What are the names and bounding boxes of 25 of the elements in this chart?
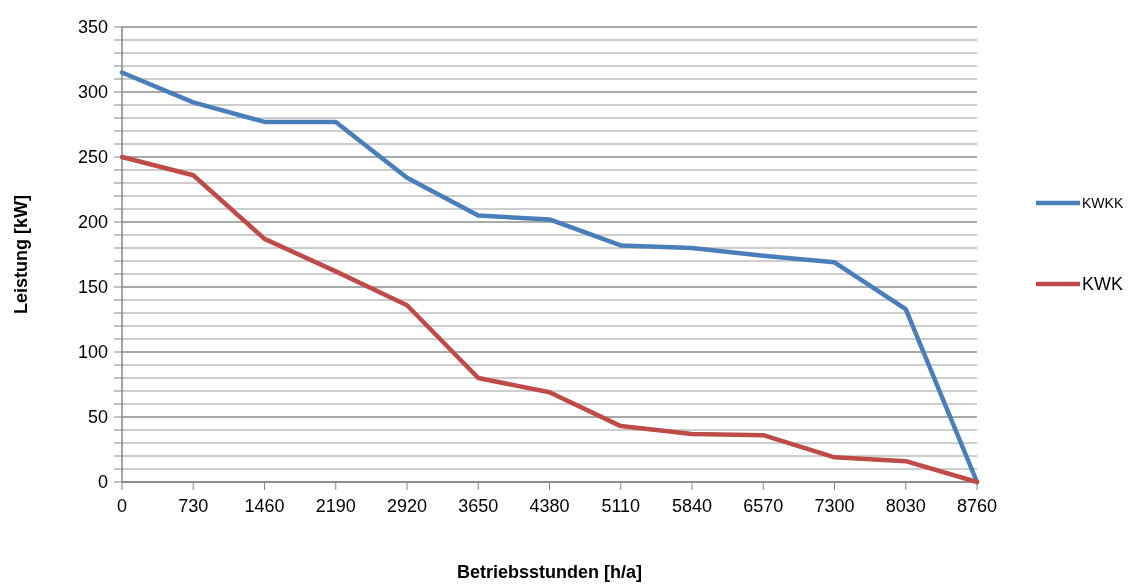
y-tick-label: 200	[77, 212, 108, 233]
x-axis-title: Betriebsstunden [h/a]	[456, 562, 643, 582]
x-tick-label: 5110	[601, 496, 641, 516]
x-tick-label: 0	[116, 496, 128, 516]
x-tick-label: 4380	[529, 496, 570, 516]
x-tick-label: 6570	[743, 496, 784, 516]
x-tick-label: 7300	[814, 496, 855, 516]
x-tick-label: 5840	[671, 496, 713, 516]
y-tick-label: 150	[77, 277, 108, 298]
y-tick-label: 300	[77, 82, 108, 103]
y-tick-label: 0	[97, 472, 108, 493]
y-tick-label: 50	[87, 407, 108, 428]
y-tick-label: 350	[77, 17, 108, 38]
x-tick-label: 3650	[458, 496, 499, 516]
x-tick-label: 8760	[956, 496, 998, 516]
legend-label: KWKK	[1082, 194, 1124, 211]
y-tick-label: 100	[77, 342, 108, 363]
x-tick-label: 730	[178, 496, 209, 516]
x-tick-label: 1460	[244, 496, 285, 516]
y-tick-label: 250	[77, 147, 108, 168]
x-tick-label: 8030	[885, 496, 926, 516]
y-axis-title: Leistung [kW]	[11, 195, 31, 314]
legend-label: KWK	[1082, 274, 1124, 295]
x-tick-label: 2920	[386, 496, 428, 516]
x-tick-label: 2190	[315, 496, 356, 516]
